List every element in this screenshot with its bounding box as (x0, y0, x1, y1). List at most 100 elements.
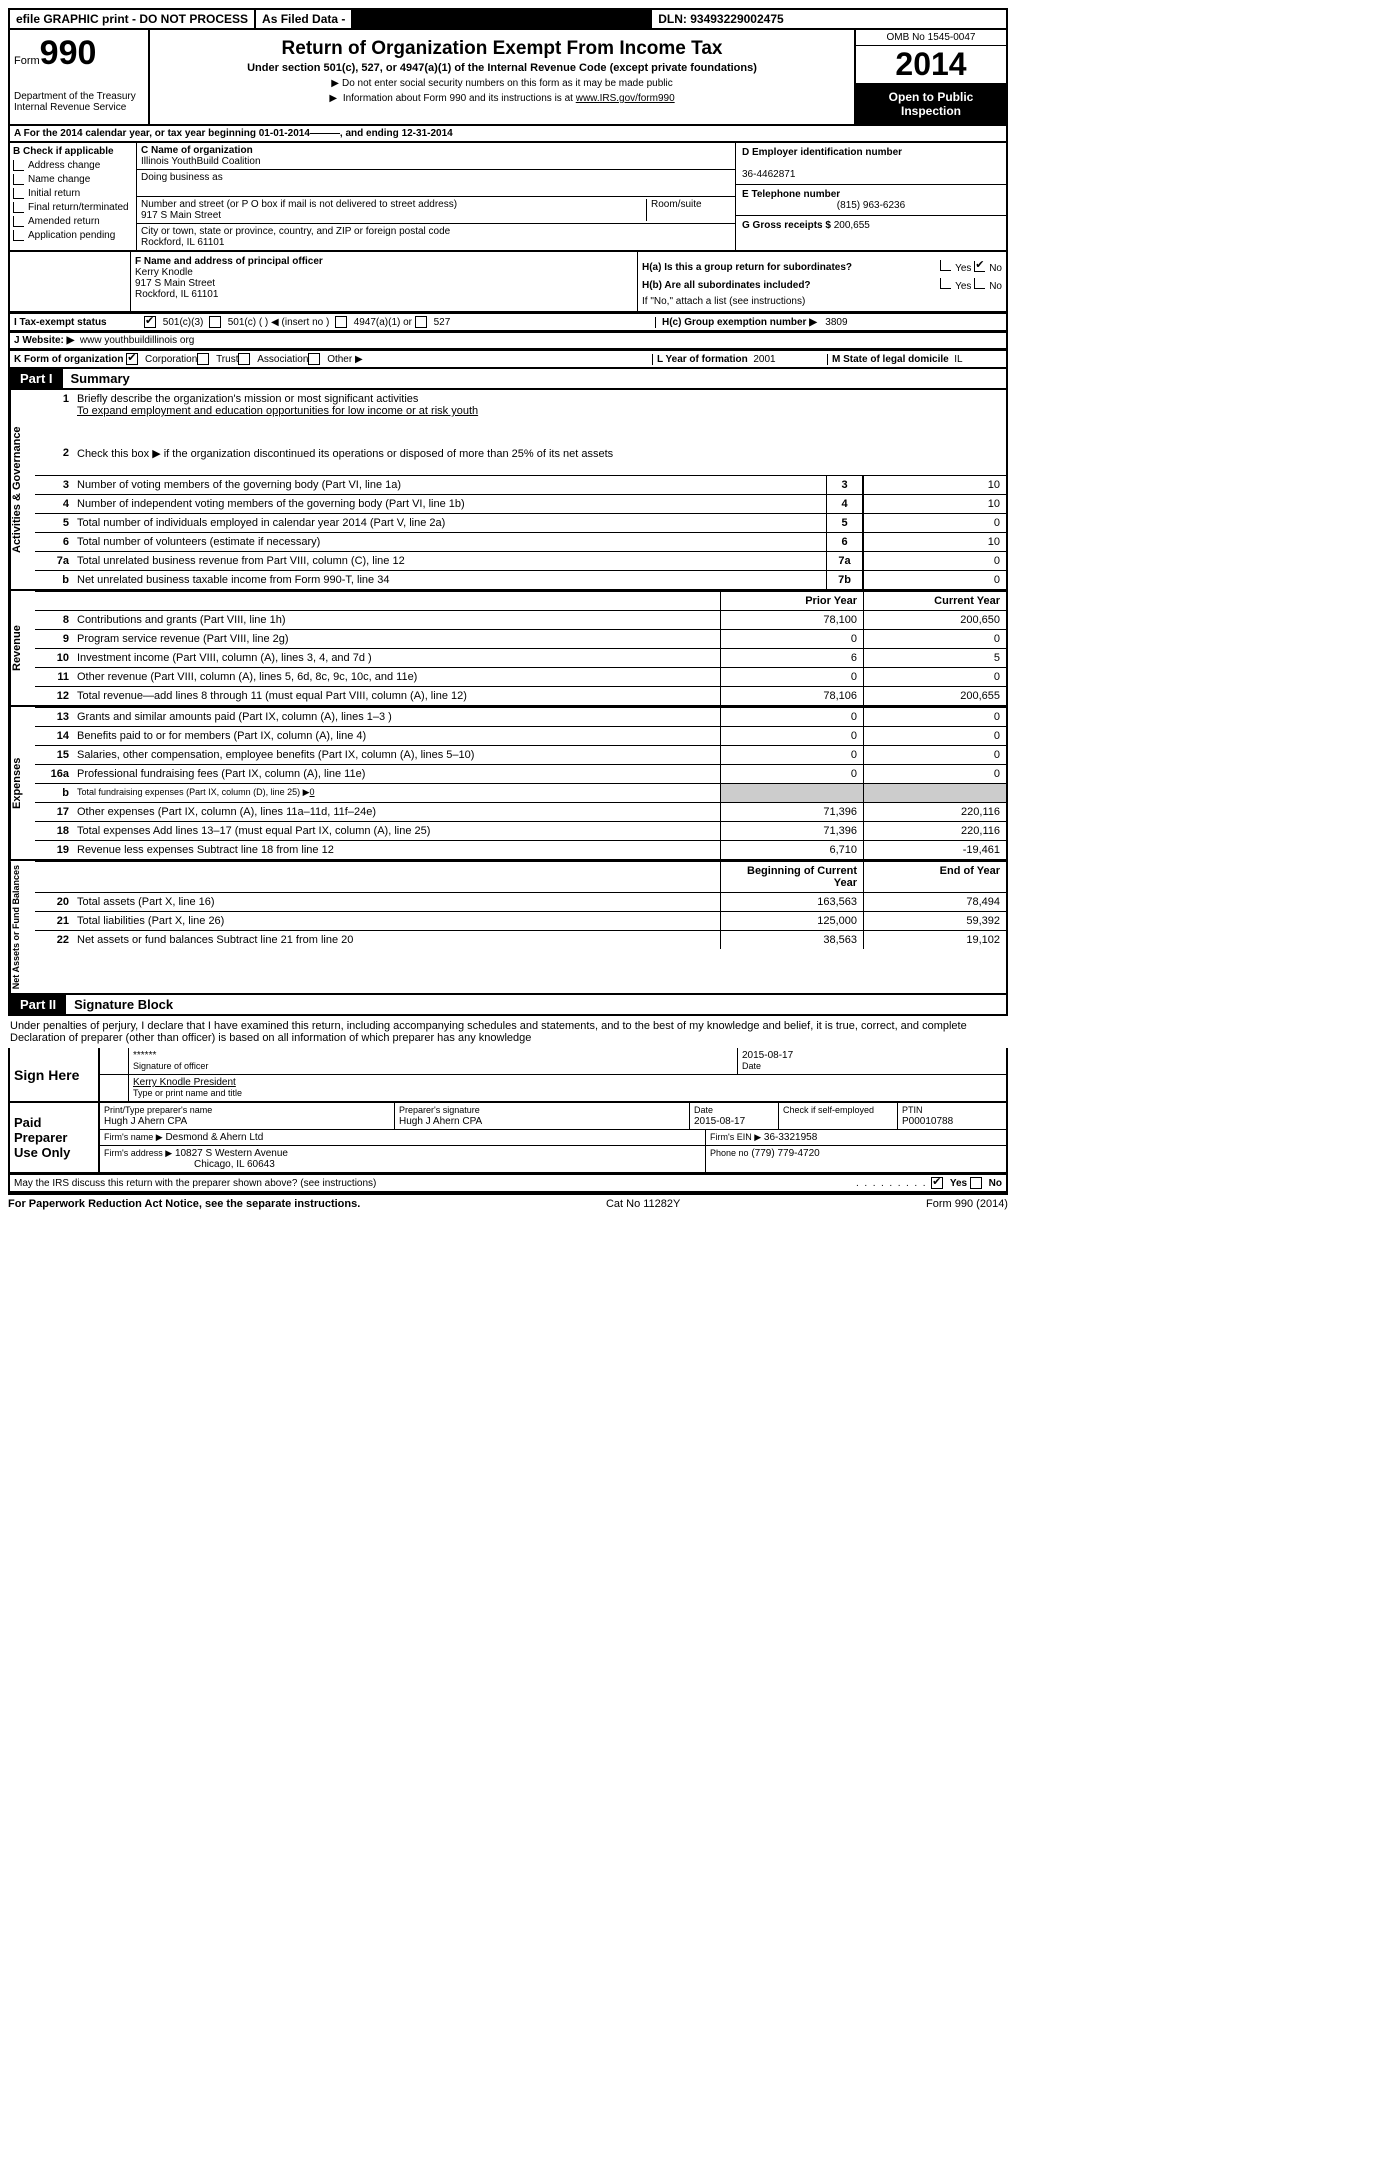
sign-here-label: Sign Here (10, 1048, 100, 1101)
ssn-note: Do not enter social security numbers on … (158, 78, 846, 89)
chk-assoc[interactable] (238, 353, 250, 365)
line8: Contributions and grants (Part VIII, lin… (73, 611, 720, 629)
line2: Check this box ▶ if the organization dis… (73, 444, 1006, 475)
section-deg: D Employer identification number 36-4462… (735, 143, 1006, 250)
chk-527[interactable] (415, 316, 427, 328)
preparer-name: Print/Type preparer's name Hugh J Ahern … (100, 1103, 394, 1129)
irs-link[interactable]: www.IRS.gov/form990 (576, 93, 675, 104)
form-header: Form990 Department of the Treasury Inter… (8, 30, 1008, 126)
treasury-dept: Department of the Treasury (14, 91, 144, 102)
net-assets-section: Net Assets or Fund Balances Beginning of… (8, 861, 1008, 995)
line20: Total assets (Part X, line 16) (73, 893, 720, 911)
paid-preparer-label: Paid Preparer Use Only (10, 1103, 100, 1172)
line-j: J Website: ▶ www youthbuildillinois org (8, 332, 1008, 350)
chk-address-change[interactable]: Address change (13, 160, 133, 171)
chk-initial-return[interactable]: Initial return (13, 188, 133, 199)
preparer-sig: Preparer's signature Hugh J Ahern CPA (394, 1103, 689, 1129)
revenue-section: Revenue Prior YearCurrent Year 8Contribu… (8, 591, 1008, 707)
chk-final-return[interactable]: Final return/terminated (13, 202, 133, 213)
line7b: Net unrelated business taxable income fr… (73, 571, 826, 589)
open-inspection: Open to Public Inspection (856, 84, 1006, 124)
line19: Revenue less expenses Subtract line 18 f… (73, 841, 720, 859)
line14: Benefits paid to or for members (Part IX… (73, 727, 720, 745)
activities-governance: Activities & Governance 1 Briefly descri… (8, 390, 1008, 591)
vtab-expenses: Expenses (10, 707, 35, 859)
part1-header: Part I Summary (8, 369, 1008, 390)
h-a: H(a) Is this a group return for subordin… (642, 260, 1002, 274)
page-footer: For Paperwork Reduction Act Notice, see … (8, 1193, 1008, 1213)
section-fh: F Name and address of principal officer … (8, 252, 1008, 313)
ha-no[interactable] (974, 261, 985, 272)
chk-4947[interactable] (335, 316, 347, 328)
line4: Number of independent voting members of … (73, 495, 826, 513)
street-address: 917 S Main Street (141, 210, 221, 221)
dln: DLN: 93493229002475 (652, 10, 1006, 28)
top-bar: efile GRAPHIC print - DO NOT PROCESS As … (8, 8, 1008, 30)
line22: Net assets or fund balances Subtract lin… (73, 931, 720, 949)
line13: Grants and similar amounts paid (Part IX… (73, 708, 720, 726)
chk-other[interactable] (308, 353, 320, 365)
chk-corp[interactable] (126, 353, 138, 365)
cat-no: Cat No 11282Y (606, 1198, 680, 1210)
phone-value: (815) 963-6236 (742, 200, 1000, 211)
ein-value: 36-4462871 (742, 169, 795, 180)
line21: Total liabilities (Part X, line 26) (73, 912, 720, 930)
chk-501c[interactable] (209, 316, 221, 328)
paperwork-notice: For Paperwork Reduction Act Notice, see … (8, 1198, 360, 1210)
chk-application-pending[interactable]: Application pending (13, 230, 133, 241)
line9: Program service revenue (Part VIII, line… (73, 630, 720, 648)
line5: Total number of individuals employed in … (73, 514, 826, 532)
line1: Briefly describe the organization's miss… (73, 390, 1006, 444)
form-number: Form990 (14, 34, 144, 73)
discuss-yes[interactable] (931, 1177, 943, 1189)
hb-yes[interactable] (940, 278, 951, 289)
chk-501c3[interactable] (144, 316, 156, 328)
sig-date: 2015-08-17 Date (737, 1048, 1006, 1074)
h-b-note: If "No," attach a list (see instructions… (642, 296, 1002, 307)
section-c: C Name of organization Illinois YouthBui… (137, 143, 735, 250)
line-l: L Year of formation 2001 (652, 354, 827, 365)
vtab-revenue: Revenue (10, 591, 35, 705)
line15: Salaries, other compensation, employee b… (73, 746, 720, 764)
mission-text: To expand employment and education oppor… (77, 405, 478, 417)
org-name-block: C Name of organization Illinois YouthBui… (137, 143, 735, 170)
h-c: H(c) Group exemption number ▶ 3809 (655, 317, 1002, 328)
chk-amended-return[interactable]: Amended return (13, 216, 133, 227)
irs-discuss: May the IRS discuss this return with the… (8, 1174, 1008, 1193)
hb-no[interactable] (974, 278, 985, 289)
officer-name: Kerry Knodle (135, 267, 193, 278)
line-klm: K Form of organization Corporation Trust… (8, 350, 1008, 369)
paid-preparer-block: Paid Preparer Use Only Print/Type prepar… (8, 1103, 1008, 1174)
tax-year-line: A For the 2014 calendar year, or tax yea… (10, 126, 1006, 141)
topbar-fill (353, 10, 652, 28)
chk-trust[interactable] (197, 353, 209, 365)
firm-phone: Phone no (779) 779-4720 (705, 1146, 1006, 1172)
phone-block: E Telephone number (815) 963-6236 (736, 185, 1006, 216)
expenses-section: Expenses 13Grants and similar amounts pa… (8, 707, 1008, 861)
sign-here-block: Sign Here ****** Signature of officer 20… (8, 1048, 1008, 1103)
discuss-no[interactable] (970, 1177, 982, 1189)
header-left: Form990 Department of the Treasury Inter… (10, 30, 150, 124)
line-m: M State of legal domicile IL (827, 354, 1002, 365)
line17: Other expenses (Part IX, column (A), lin… (73, 803, 720, 821)
section-f: F Name and address of principal officer … (131, 252, 638, 311)
info-note: Information about Form 990 and its instr… (158, 93, 846, 104)
ptin: PTIN P00010788 (897, 1103, 1006, 1129)
form-title: Return of Organization Exempt From Incom… (158, 38, 846, 60)
omb-number: OMB No 1545-0047 (856, 30, 1006, 46)
efile-notice: efile GRAPHIC print - DO NOT PROCESS (10, 10, 256, 28)
header-mid: Return of Organization Exempt From Incom… (150, 30, 854, 124)
tax-year: 2014 (856, 46, 1006, 84)
org-name: Illinois YouthBuild Coalition (141, 156, 261, 167)
section-bcdeg: B Check if applicable Address change Nam… (8, 143, 1008, 252)
line7a: Total unrelated business revenue from Pa… (73, 552, 826, 570)
irs-label: Internal Revenue Service (14, 102, 144, 113)
preparer-date: Date 2015-08-17 (689, 1103, 778, 1129)
vtab-net-assets: Net Assets or Fund Balances (10, 861, 35, 993)
gross-receipts: G Gross receipts $ 200,655 (736, 216, 1006, 235)
ha-yes[interactable] (940, 260, 951, 271)
chk-name-change[interactable]: Name change (13, 174, 133, 185)
officer-name-title: Kerry Knodle President Type or print nam… (128, 1075, 1006, 1101)
section-b: B Check if applicable Address change Nam… (10, 143, 137, 250)
line16b: Total fundraising expenses (Part IX, col… (73, 784, 720, 802)
